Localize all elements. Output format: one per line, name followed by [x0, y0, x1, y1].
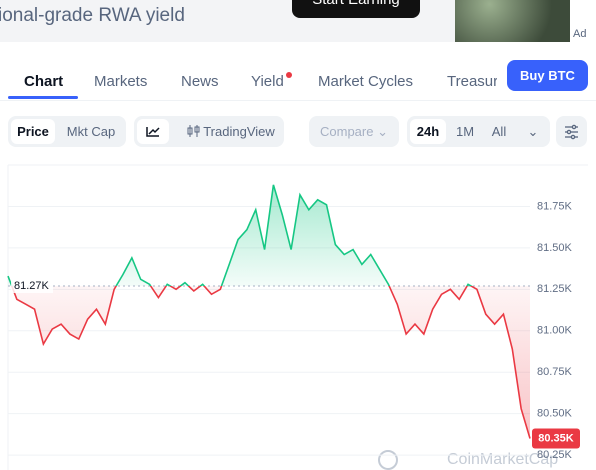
banner-button-text: Start Earning [312, 0, 400, 8]
tab[interactable]: Market Cycles [318, 73, 414, 90]
notification-dot [286, 72, 292, 78]
reference-label-bg [11, 277, 53, 294]
line-icon [146, 127, 160, 137]
y-tick-label: 80.50K [537, 408, 573, 420]
ad-banner[interactable]: Institutional-grade RWA yield Start Earn… [0, 0, 570, 42]
last-price-label: 80.35K [538, 432, 574, 444]
metric-option[interactable]: Price [11, 119, 55, 144]
compare-dropdown[interactable] [309, 116, 399, 147]
price-area [8, 184, 530, 439]
banner-image [455, 0, 570, 42]
candle-icon [187, 125, 200, 137]
tab[interactable]: Markets [94, 73, 148, 90]
range-more[interactable]: ⌄ [527, 124, 539, 139]
range-option[interactable]: 1M [455, 124, 475, 139]
ad-label: Ad [573, 28, 587, 40]
tab[interactable]: Yield [251, 73, 284, 90]
tab[interactable]: News [181, 73, 219, 90]
y-tick-label: 81.50K [537, 242, 573, 254]
tradingview-button[interactable]: TradingView [178, 119, 282, 144]
banner-text: Institutional-grade RWA yield [0, 5, 185, 26]
tab-underline [8, 96, 78, 99]
tradingview-text: TradingView [203, 124, 275, 139]
y-tick-label: 80.75K [537, 366, 573, 378]
y-tick-label: 81.00K [537, 325, 573, 337]
reference-label: 81.27K [14, 280, 50, 292]
tab[interactable]: Chart [24, 73, 64, 90]
range-option[interactable]: 24h [410, 119, 446, 144]
y-tick-label: 81.75K [537, 200, 573, 212]
last-price-badge [532, 428, 580, 449]
separator [0, 100, 596, 101]
banner-button[interactable]: Start Earning [292, 0, 420, 18]
y-tick-label: 81.25K [537, 283, 573, 295]
range-option[interactable]: All [491, 124, 507, 139]
compare-label: Compare [320, 124, 374, 139]
buy-button[interactable]: Buy BTC [507, 60, 588, 91]
compare-text: Compare ⌄ [320, 124, 388, 139]
tab[interactable]: Treasuries [447, 73, 497, 90]
y-tick-label: 80.25K [537, 449, 573, 461]
settings-icon [565, 124, 578, 140]
settings-button[interactable] [556, 116, 587, 147]
watermark-logo [378, 450, 398, 470]
price-line [7, 184, 531, 439]
line-style-button[interactable] [137, 119, 169, 144]
metric-option[interactable]: Mkt Cap [66, 124, 116, 139]
